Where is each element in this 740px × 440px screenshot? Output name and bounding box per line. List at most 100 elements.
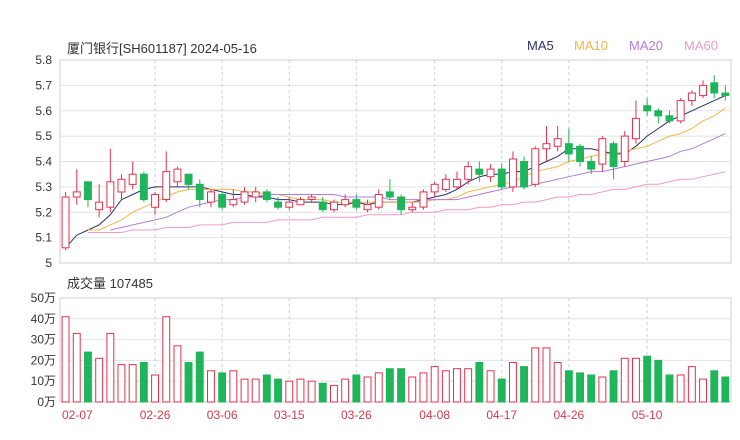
volume-bar: [620, 357, 629, 403]
price-tick-label: 5: [45, 256, 52, 270]
volume-tick-label: 40万: [31, 312, 56, 326]
date-tick-label: 02-26: [140, 408, 171, 422]
volume-bar: [699, 378, 707, 403]
candle-body: [218, 194, 227, 208]
price-tick-label: 5.3: [35, 180, 52, 194]
candle-body: [84, 181, 92, 201]
price-tick-label: 5.8: [35, 53, 52, 67]
candle-body: [531, 148, 540, 185]
ma-line-ma10: [88, 107, 726, 231]
volume-bar: [106, 332, 115, 403]
candle-body: [676, 100, 685, 122]
candle-body: [587, 161, 596, 170]
price-tick-label: 5.6: [35, 104, 52, 118]
candle-body: [296, 199, 305, 206]
volume-bar: [475, 362, 484, 403]
volume-bar: [251, 378, 260, 403]
volume-bar: [318, 382, 327, 403]
volume-bar: [385, 368, 394, 403]
candle-body: [285, 201, 294, 208]
candle-body: [632, 117, 640, 140]
date-tick-label: 03-15: [274, 408, 305, 422]
volume-bar: [643, 355, 652, 403]
volume-bar: [330, 384, 338, 403]
volume-tick-label: 50万: [31, 291, 56, 305]
candle-body: [184, 173, 193, 185]
volume-bar: [654, 359, 663, 403]
candle-body: [330, 201, 338, 211]
volume-title: 成交量 107485: [67, 276, 153, 291]
candle-body: [195, 183, 204, 201]
date-tick-label: 04-17: [486, 408, 517, 422]
volume-bar: [509, 362, 517, 403]
volume-bar: [397, 368, 406, 403]
candle-body: [486, 168, 495, 178]
volume-bar: [72, 332, 81, 403]
volume-bar: [117, 364, 126, 403]
date-tick-label: 03-26: [341, 408, 372, 422]
candle-body: [520, 161, 528, 188]
volume-bar: [95, 357, 104, 403]
candle-body: [207, 191, 215, 203]
volume-bar: [710, 370, 719, 403]
candle-body: [363, 204, 372, 211]
candle-body: [274, 201, 283, 208]
date-tick-label: 04-26: [553, 408, 584, 422]
price-tick-label: 5.1: [35, 231, 52, 245]
candle-body: [128, 173, 137, 185]
volume-panel-frame: [59, 297, 732, 403]
volume-bar: [207, 370, 215, 403]
candle-body: [240, 191, 249, 203]
legend-ma60: MA60: [684, 38, 718, 53]
volume-bar: [229, 370, 238, 403]
volume-bar: [486, 370, 495, 403]
candle-body: [654, 110, 663, 117]
candle-body: [441, 178, 450, 191]
legend-ma5: MA5: [527, 38, 554, 53]
date-tick-label: 03-06: [207, 408, 238, 422]
volume-bar: [307, 380, 316, 403]
volume-bar: [352, 374, 361, 403]
candle-body: [453, 178, 461, 188]
date-tick-label: 02-07: [62, 408, 93, 422]
volume-bar: [609, 370, 618, 403]
volume-tick-label: 20万: [31, 353, 56, 367]
candle-body: [341, 199, 350, 206]
volume-bar: [531, 347, 540, 403]
candle-body: [251, 191, 260, 198]
volume-bar: [564, 370, 573, 403]
volume-bar: [84, 351, 92, 403]
candle-body: [352, 199, 361, 208]
volume-bar: [408, 376, 417, 403]
volume-bar: [665, 374, 674, 403]
price-tick-label: 5.2: [35, 205, 52, 219]
volume-bar: [721, 376, 730, 403]
volume-bar: [453, 368, 461, 403]
candle-body: [374, 194, 383, 208]
price-tick-label: 5.4: [35, 155, 52, 169]
candle-body: [151, 194, 160, 208]
candle-body: [307, 196, 316, 200]
candle-body: [139, 173, 148, 201]
candle-body: [497, 168, 506, 188]
volume-bar: [553, 362, 562, 403]
volume-bar: [419, 372, 428, 403]
ma-line-ma60: [88, 171, 726, 233]
volume-bar: [184, 362, 193, 403]
date-tick-label: 05-10: [632, 408, 663, 422]
candle-body: [162, 171, 171, 201]
candle-body: [576, 145, 584, 163]
legend-ma20: MA20: [629, 38, 663, 53]
candle-body: [385, 191, 394, 198]
volume-bar: [139, 362, 148, 403]
volume-tick-label: 0万: [37, 395, 56, 409]
candle-body: [553, 138, 562, 147]
chart-title: 厦门银行[SH601187] 2024-05-16: [67, 41, 257, 56]
volume-bar: [464, 368, 473, 403]
volume-bar: [587, 374, 596, 403]
candle-body: [475, 168, 484, 175]
volume-bar: [296, 378, 305, 403]
candle-body: [710, 82, 719, 94]
